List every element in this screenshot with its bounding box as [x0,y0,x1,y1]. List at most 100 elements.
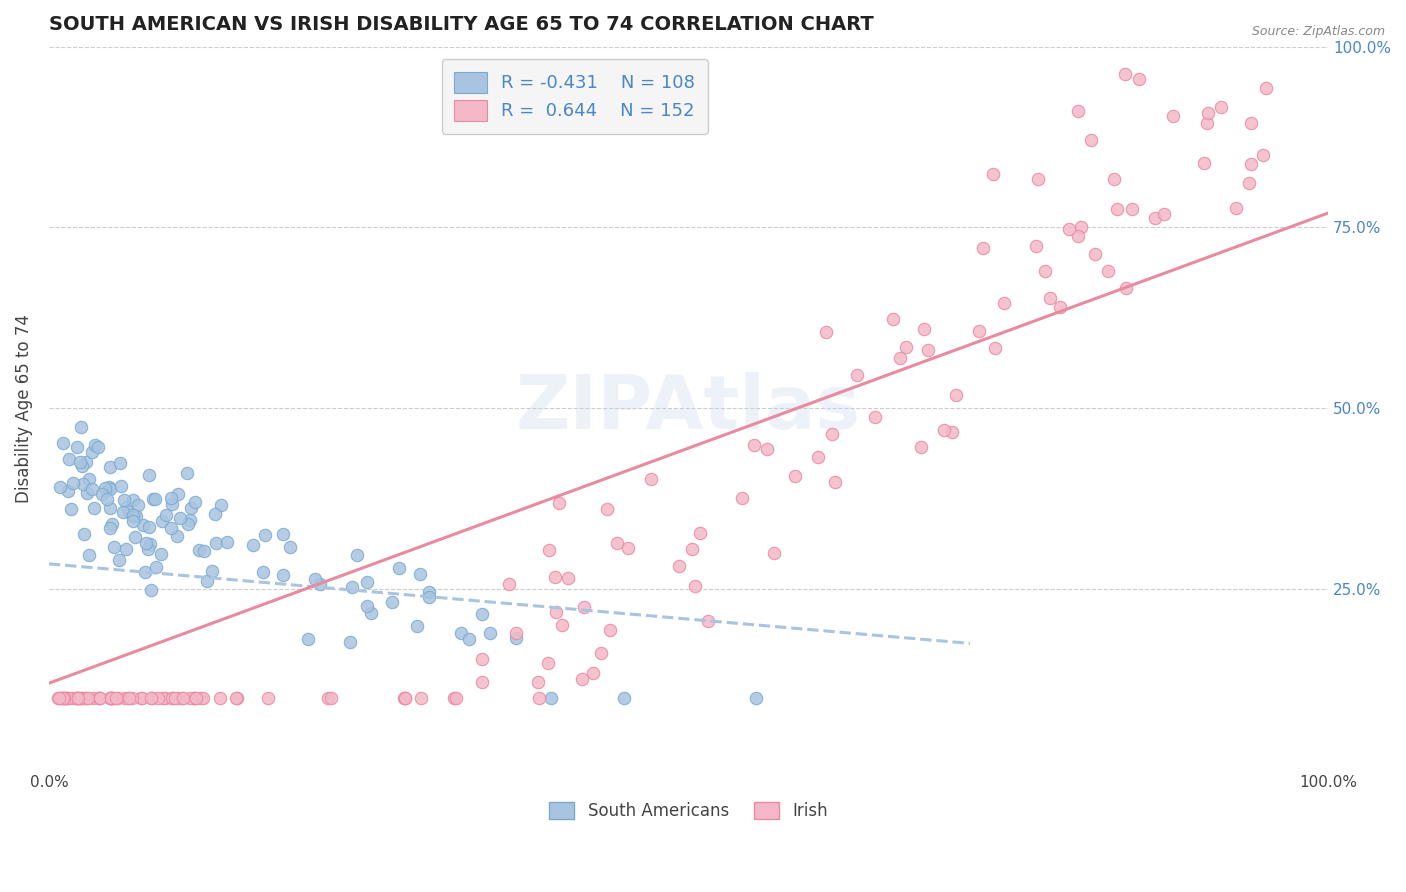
Point [96,492,118,507]
Point [166,487,188,501]
Point [77,690,100,705]
Point [138,468,160,483]
Point [394,690,416,705]
Point [97,480,120,494]
Point [135,536,157,550]
Point [186,690,208,705]
Point [882,311,904,326]
Point [75,690,97,705]
Point [1114,67,1136,81]
Point [89,690,111,705]
Point [932,423,955,437]
Point [141,690,163,705]
Point [1033,264,1056,278]
Point [191,690,214,705]
Point [1211,100,1233,114]
Point [409,567,432,582]
Point [77,472,100,486]
Text: Source: ZipAtlas.com: Source: ZipAtlas.com [1251,25,1385,38]
Point [129,690,152,705]
Point [571,672,593,686]
Point [145,559,167,574]
Point [1115,281,1137,295]
Point [339,634,361,648]
Point [49,690,72,705]
Point [572,600,595,615]
Point [217,534,239,549]
Point [785,469,807,483]
Point [762,545,785,559]
Point [471,675,494,690]
Point [98,459,121,474]
Point [505,626,527,640]
Point [394,690,416,705]
Point [60,690,83,705]
Point [1194,156,1216,170]
Point [84,437,107,451]
Point [53,690,76,705]
Point [98,501,121,516]
Point [125,508,148,523]
Point [58,451,80,466]
Point [1240,116,1263,130]
Point [1240,157,1263,171]
Point [134,565,156,579]
Point [48,690,70,705]
Point [195,574,218,588]
Point [271,526,294,541]
Point [136,542,159,557]
Point [304,572,326,586]
Point [613,690,636,705]
Point [815,326,838,340]
Point [253,528,276,542]
Point [160,497,183,511]
Point [204,507,226,521]
Point [606,536,628,550]
Point [972,241,994,255]
Point [110,456,132,470]
Point [537,657,560,671]
Point [557,571,579,585]
Point [52,435,75,450]
Point [1084,246,1107,260]
Point [170,690,193,705]
Point [1070,220,1092,235]
Point [845,368,868,383]
Point [56,690,79,705]
Point [150,548,173,562]
Point [596,502,619,516]
Point [1057,222,1080,236]
Point [316,690,339,705]
Point [131,690,153,705]
Point [1197,115,1219,129]
Point [98,690,121,705]
Point [100,690,122,705]
Y-axis label: Disability Age 65 to 74: Disability Age 65 to 74 [15,314,32,503]
Point [204,535,226,549]
Point [110,479,132,493]
Point [1067,104,1090,119]
Point [66,690,89,705]
Point [599,624,621,638]
Point [527,674,550,689]
Point [257,690,280,705]
Point [83,500,105,515]
Point [111,505,134,519]
Point [356,599,378,613]
Point [208,690,231,705]
Point [114,690,136,705]
Point [183,690,205,705]
Point [450,625,472,640]
Point [498,576,520,591]
Point [689,526,711,541]
Point [139,537,162,551]
Point [418,585,440,599]
Point [1237,176,1260,190]
Point [70,420,93,434]
Point [152,690,174,705]
Point [471,652,494,666]
Point [160,690,183,705]
Point [73,526,96,541]
Point [278,540,301,554]
Point [66,690,89,705]
